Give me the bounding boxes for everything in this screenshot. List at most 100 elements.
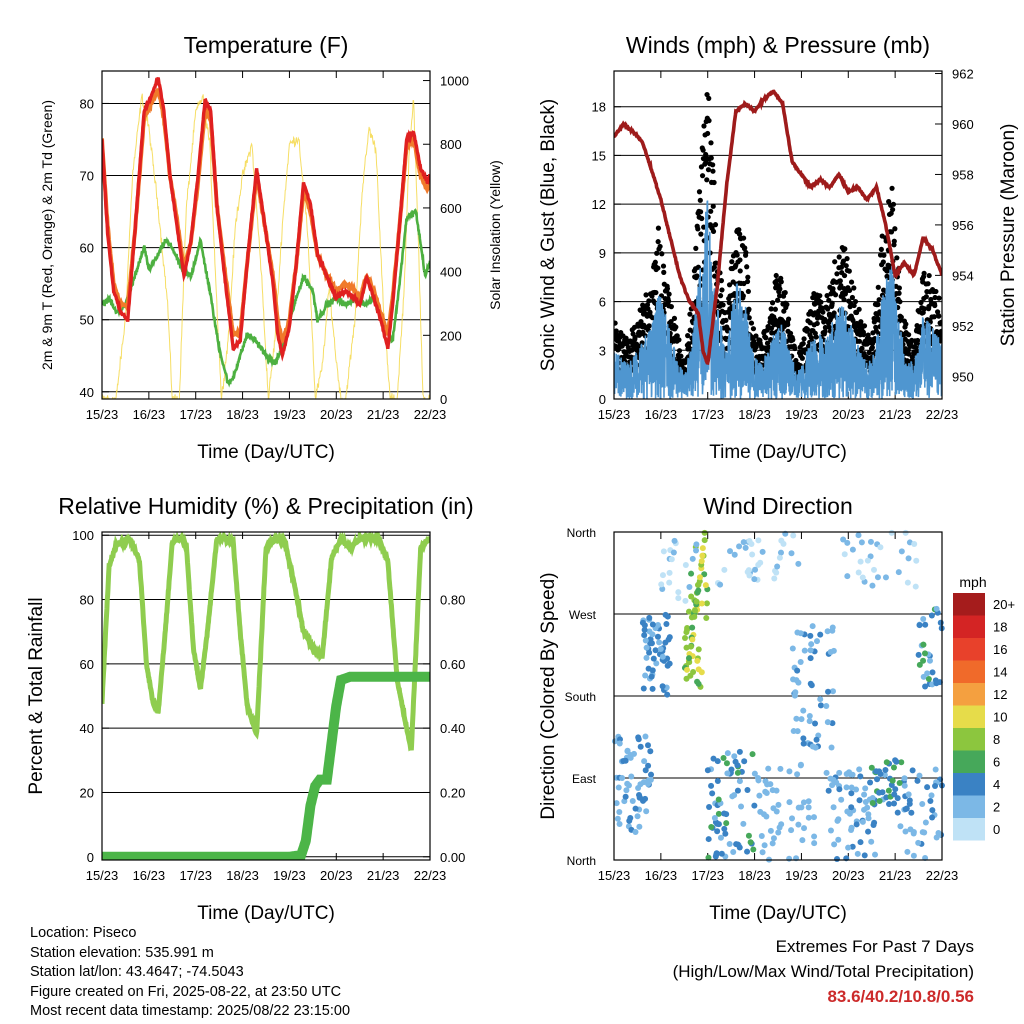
humidity-ytick-label: 60 xyxy=(80,657,94,672)
direction-point xyxy=(898,759,905,766)
speed-legend-swatch xyxy=(953,683,985,706)
gust-point xyxy=(837,278,843,284)
direction-point xyxy=(756,792,763,799)
direction-point xyxy=(770,835,777,842)
speed-legend-swatch xyxy=(953,593,985,616)
solar-insolation-line xyxy=(102,93,430,399)
gust-point xyxy=(884,268,890,274)
direction-point xyxy=(928,612,935,619)
direction-point xyxy=(867,553,874,560)
winds-xtick-label: 15/23 xyxy=(598,407,631,422)
direction-point xyxy=(872,851,879,858)
gust-point xyxy=(891,238,897,244)
gust-point xyxy=(700,147,706,153)
gust-point xyxy=(932,294,938,301)
extremes-box: Extremes For Past 7 Days (High/Low/Max W… xyxy=(673,934,974,1009)
direction-point xyxy=(925,675,932,682)
gust-point xyxy=(654,250,660,256)
gust-point xyxy=(849,294,856,301)
gust-point xyxy=(737,268,743,274)
gust-point xyxy=(800,340,806,347)
direction-point xyxy=(922,621,929,628)
direction-point xyxy=(790,676,797,683)
direction-point xyxy=(724,750,731,757)
direction-point xyxy=(740,820,747,827)
gust-point xyxy=(718,278,724,284)
direction-points xyxy=(611,529,945,863)
direction-point xyxy=(653,660,660,667)
direction-point xyxy=(703,600,710,607)
direction-point xyxy=(908,809,915,816)
gust-point xyxy=(764,340,771,346)
direction-point xyxy=(720,755,727,762)
humidity-ytick-label: 20 xyxy=(80,785,94,800)
temperature-ylabel: 2m & 9m T (Red, Orange) & 2m Td (Green) xyxy=(39,100,55,370)
gust-point xyxy=(801,336,807,342)
humidity-xlabel: Time (Day/UTC) xyxy=(197,903,335,924)
gust-point xyxy=(720,302,726,308)
direction-point xyxy=(624,747,631,754)
direction-point xyxy=(928,792,935,799)
direction-point xyxy=(645,762,652,769)
direction-point xyxy=(694,657,701,664)
info-location: Location: Piseco xyxy=(30,925,137,941)
direction-point xyxy=(896,780,903,787)
temperature-xtick-label: 21/23 xyxy=(367,407,400,422)
direction-point xyxy=(817,696,824,703)
direction-point xyxy=(642,672,649,679)
direction-point xyxy=(670,549,677,556)
direction-point xyxy=(824,719,831,726)
winds-xtick-label: 19/23 xyxy=(785,407,818,422)
gust-point xyxy=(856,306,862,312)
direction-point xyxy=(734,841,741,848)
humidity-ytick-label: 0 xyxy=(87,850,94,865)
direction-point xyxy=(892,786,899,793)
gust-point xyxy=(923,294,929,300)
gust-point xyxy=(768,325,775,331)
gust-point xyxy=(717,293,724,299)
direction-point xyxy=(693,541,700,548)
gust-point xyxy=(773,272,779,279)
direction-point xyxy=(800,740,807,747)
direction-point xyxy=(744,787,751,794)
direction-point xyxy=(688,593,695,600)
winds-y2tick-label: 956 xyxy=(952,218,974,233)
direction-point xyxy=(791,692,798,699)
gust-point xyxy=(875,301,881,308)
direction-point xyxy=(836,769,843,776)
direction-point xyxy=(829,720,836,727)
gust-point xyxy=(831,310,837,316)
direction-xtick-label: 15/23 xyxy=(598,868,631,883)
gust-point xyxy=(668,304,674,310)
direction-xtick-label: 22/23 xyxy=(926,868,959,883)
gust-point xyxy=(686,341,692,347)
direction-point xyxy=(812,720,819,727)
winds-y2tick-label: 958 xyxy=(952,167,974,182)
direction-point xyxy=(714,820,721,827)
direction-ytick-label: West xyxy=(569,608,597,622)
direction-point xyxy=(838,796,845,803)
direction-point xyxy=(857,558,864,565)
gust-point xyxy=(890,201,897,207)
gust-point xyxy=(719,287,725,293)
direction-point xyxy=(694,589,701,596)
gust-point xyxy=(659,251,665,257)
direction-point xyxy=(656,639,663,646)
winds-ytick-label: 18 xyxy=(592,100,606,115)
direction-ytick-label: East xyxy=(572,772,597,786)
gust-point xyxy=(921,270,927,276)
direction-point xyxy=(684,626,691,633)
direction-point xyxy=(696,574,703,581)
winds-ytick-label: 15 xyxy=(592,148,606,163)
direction-point xyxy=(689,636,696,643)
gust-point xyxy=(799,355,805,361)
humidity-title: Relative Humidity (%) & Precipitation (i… xyxy=(58,493,473,519)
direction-point xyxy=(650,655,657,662)
gust-point xyxy=(710,168,716,174)
direction-point xyxy=(688,570,695,577)
direction-point xyxy=(695,680,702,687)
gust-point xyxy=(737,231,743,237)
direction-point xyxy=(920,657,927,664)
gust-point xyxy=(834,271,840,277)
gust-point xyxy=(846,287,853,294)
